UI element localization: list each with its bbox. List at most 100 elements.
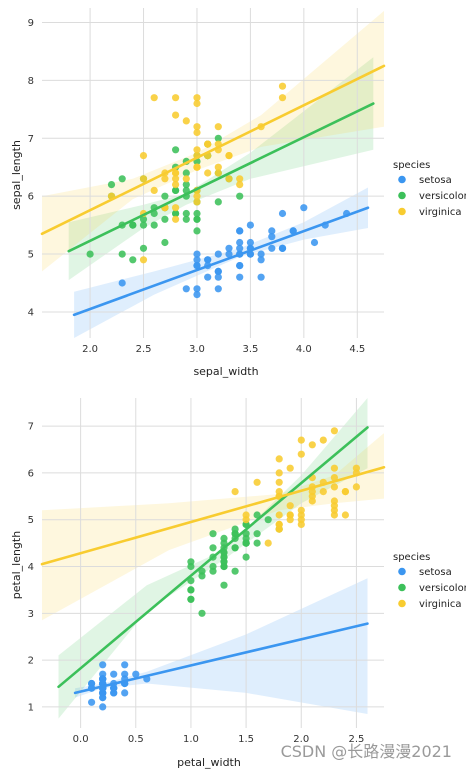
y-tick-label: 2 — [28, 656, 34, 667]
point-setosa — [88, 698, 96, 706]
point-virginica — [231, 488, 239, 496]
chart2-panel: 0.0 0.5 1.0 1.5 2.0 2.5 1 2 3 4 5 6 7 petal_width pe… — [10, 398, 466, 769]
point-versicolor — [253, 539, 261, 547]
ci-band-setosa — [75, 578, 368, 714]
point-virginica — [275, 511, 283, 519]
point-setosa — [236, 273, 244, 281]
chart1-legend: species setosa versicolor virginica — [393, 160, 466, 218]
legend-marker-setosa — [398, 567, 406, 576]
x-tick-label: 2.0 — [82, 344, 98, 355]
point-virginica — [275, 469, 283, 477]
legend-label-versicolor: versicolor — [419, 191, 466, 202]
chart1-y-axis-label: sepal_length — [10, 140, 23, 210]
point-versicolor — [182, 181, 190, 189]
x-tick-label: 0.5 — [128, 734, 144, 745]
x-tick-label: 1.5 — [238, 734, 254, 745]
point-virginica — [330, 483, 338, 491]
y-tick-label: 8 — [28, 76, 34, 87]
point-versicolor — [198, 609, 206, 617]
point-virginica — [139, 152, 148, 160]
point-virginica — [193, 146, 201, 154]
legend-marker-virginica — [398, 599, 406, 608]
x-tick-label: 1.0 — [183, 734, 199, 745]
point-virginica — [236, 181, 244, 189]
point-virginica — [214, 169, 222, 177]
point-virginica — [214, 163, 222, 171]
point-versicolor — [209, 530, 217, 538]
y-tick-label: 6 — [28, 468, 34, 479]
y-tick-label: 3 — [28, 609, 34, 620]
point-virginica — [193, 128, 201, 137]
legend-label-virginica: virginica — [419, 599, 462, 610]
point-virginica — [242, 511, 250, 519]
point-virginica — [139, 256, 148, 264]
point-setosa — [246, 238, 254, 247]
point-versicolor — [193, 215, 201, 223]
point-versicolor — [187, 586, 195, 594]
regression-line-setosa — [72, 206, 370, 317]
point-virginica — [172, 215, 180, 223]
y-tick-label: 4 — [28, 562, 34, 573]
point-virginica — [297, 450, 305, 458]
point-setosa — [118, 279, 126, 287]
point-setosa — [257, 250, 265, 258]
point-virginica — [236, 175, 244, 183]
point-virginica — [330, 474, 338, 482]
y-tick-label: 9 — [28, 18, 34, 29]
point-versicolor — [139, 244, 148, 252]
chart1-tick-labels: 2.0 2.5 3.0 3.5 4.0 4.5 4 5 6 7 8 9 — [28, 18, 366, 355]
point-setosa — [121, 661, 129, 669]
point-setosa — [193, 262, 201, 270]
point-virginica — [150, 186, 158, 194]
regression-line-setosa — [73, 622, 369, 695]
point-versicolor — [220, 558, 228, 566]
point-setosa — [236, 244, 244, 252]
point-versicolor — [242, 553, 250, 561]
chart1-regression-lines — [40, 64, 386, 317]
point-versicolor — [182, 209, 190, 218]
y-tick-label: 7 — [28, 422, 34, 433]
y-tick-label: 6 — [28, 192, 34, 203]
point-virginica — [193, 94, 201, 102]
point-virginica — [308, 497, 316, 505]
point-versicolor — [129, 221, 137, 229]
point-virginica — [286, 516, 294, 524]
point-virginica — [278, 82, 287, 90]
point-versicolor — [86, 250, 94, 258]
point-setosa — [193, 285, 201, 293]
point-virginica — [286, 464, 294, 472]
regression-line-versicolor — [67, 102, 375, 253]
point-versicolor — [242, 539, 250, 547]
point-virginica — [297, 520, 305, 529]
point-versicolor — [172, 209, 180, 218]
point-setosa — [278, 244, 287, 252]
chart1-gridlines — [42, 8, 384, 338]
point-virginica — [139, 175, 148, 183]
point-virginica — [150, 94, 158, 102]
point-setosa — [236, 227, 244, 235]
point-setosa — [193, 256, 201, 264]
point-virginica — [253, 478, 261, 486]
x-tick-label: 4.0 — [296, 344, 312, 355]
point-setosa — [236, 262, 244, 270]
point-versicolor — [198, 572, 206, 580]
point-virginica — [172, 111, 180, 119]
point-setosa — [214, 285, 222, 293]
point-virginica — [204, 140, 212, 148]
point-versicolor — [172, 186, 180, 194]
point-virginica — [330, 427, 338, 435]
regression-line-versicolor — [57, 426, 369, 689]
point-versicolor — [107, 181, 116, 189]
point-virginica — [275, 455, 283, 463]
point-versicolor — [187, 558, 195, 566]
point-setosa — [204, 256, 212, 264]
ci-band-setosa — [74, 187, 368, 338]
point-virginica — [308, 441, 316, 449]
point-setosa — [257, 256, 265, 264]
point-setosa — [204, 273, 212, 281]
point-setosa — [193, 250, 201, 258]
legend-marker-virginica — [398, 207, 406, 216]
point-setosa — [278, 209, 287, 218]
legend-marker-versicolor — [398, 191, 406, 200]
point-versicolor — [209, 544, 217, 552]
